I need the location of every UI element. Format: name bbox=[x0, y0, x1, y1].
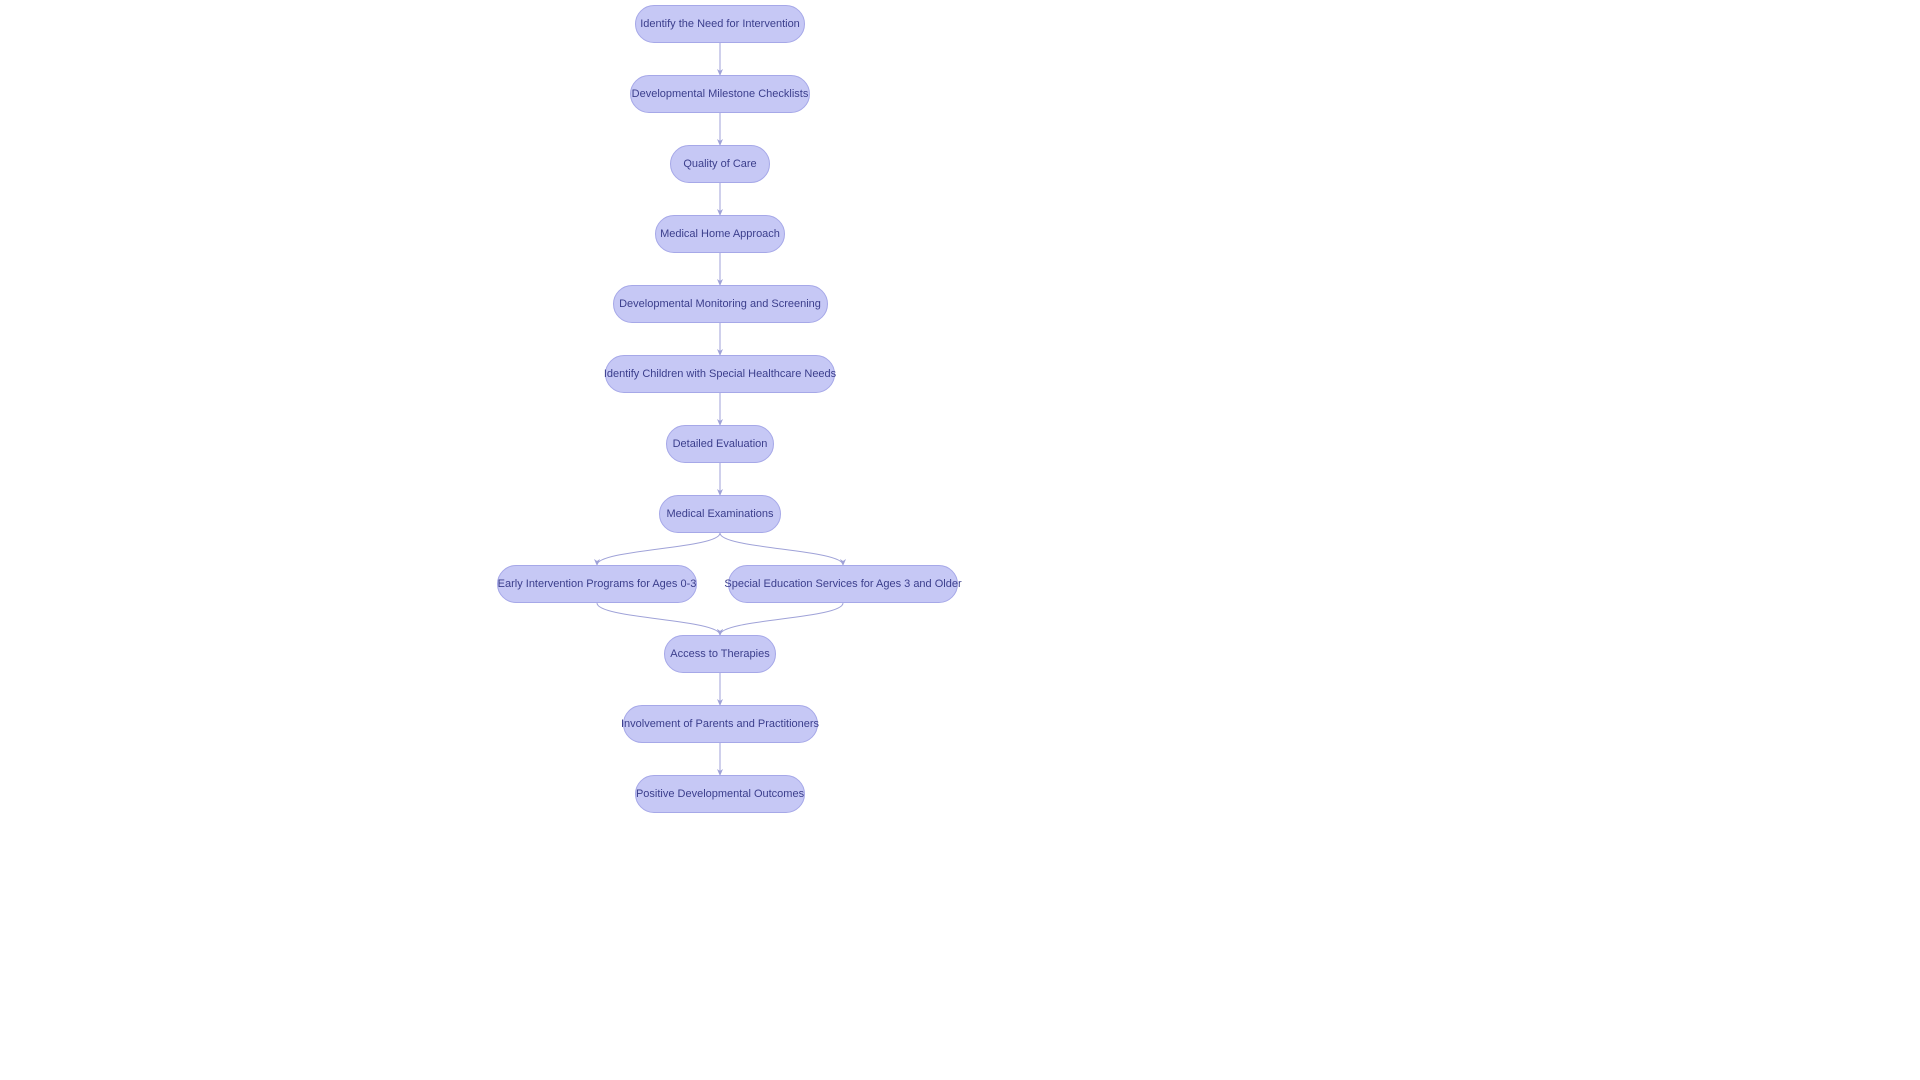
node-label: Positive Developmental Outcomes bbox=[636, 788, 804, 800]
flowchart-node: Early Intervention Programs for Ages 0-3 bbox=[497, 565, 697, 603]
flowchart-node: Medical Examinations bbox=[659, 495, 781, 533]
node-label: Early Intervention Programs for Ages 0-3 bbox=[498, 578, 697, 590]
node-label: Identify Children with Special Healthcar… bbox=[604, 368, 836, 380]
flowchart-node: Involvement of Parents and Practitioners bbox=[623, 705, 818, 743]
flowchart-node: Special Education Services for Ages 3 an… bbox=[728, 565, 958, 603]
node-label: Access to Therapies bbox=[670, 648, 769, 660]
flowchart-edge bbox=[720, 533, 843, 565]
flowchart-edge bbox=[597, 603, 720, 635]
flowchart-canvas: { "flowchart": { "type": "flowchart", "b… bbox=[0, 0, 1920, 1080]
flowchart-node: Developmental Monitoring and Screening bbox=[613, 285, 828, 323]
node-label: Involvement of Parents and Practitioners bbox=[621, 718, 819, 730]
flowchart-node: Access to Therapies bbox=[664, 635, 776, 673]
flowchart-node: Medical Home Approach bbox=[655, 215, 785, 253]
flowchart-node: Identify the Need for Intervention bbox=[635, 5, 805, 43]
node-label: Quality of Care bbox=[683, 158, 756, 170]
node-label: Medical Examinations bbox=[667, 508, 774, 520]
flowchart-node: Positive Developmental Outcomes bbox=[635, 775, 805, 813]
node-label: Developmental Monitoring and Screening bbox=[619, 298, 821, 310]
flowchart-edge bbox=[597, 533, 720, 565]
node-label: Medical Home Approach bbox=[660, 228, 780, 240]
flowchart-node: Quality of Care bbox=[670, 145, 770, 183]
flowchart-node: Identify Children with Special Healthcar… bbox=[605, 355, 835, 393]
node-label: Special Education Services for Ages 3 an… bbox=[724, 578, 961, 590]
node-label: Detailed Evaluation bbox=[673, 438, 768, 450]
flowchart-edge bbox=[720, 603, 843, 635]
flowchart-edges bbox=[0, 0, 1920, 1080]
flowchart-node: Developmental Milestone Checklists bbox=[630, 75, 810, 113]
node-label: Developmental Milestone Checklists bbox=[632, 88, 809, 100]
node-label: Identify the Need for Intervention bbox=[640, 18, 800, 30]
flowchart-node: Detailed Evaluation bbox=[666, 425, 774, 463]
